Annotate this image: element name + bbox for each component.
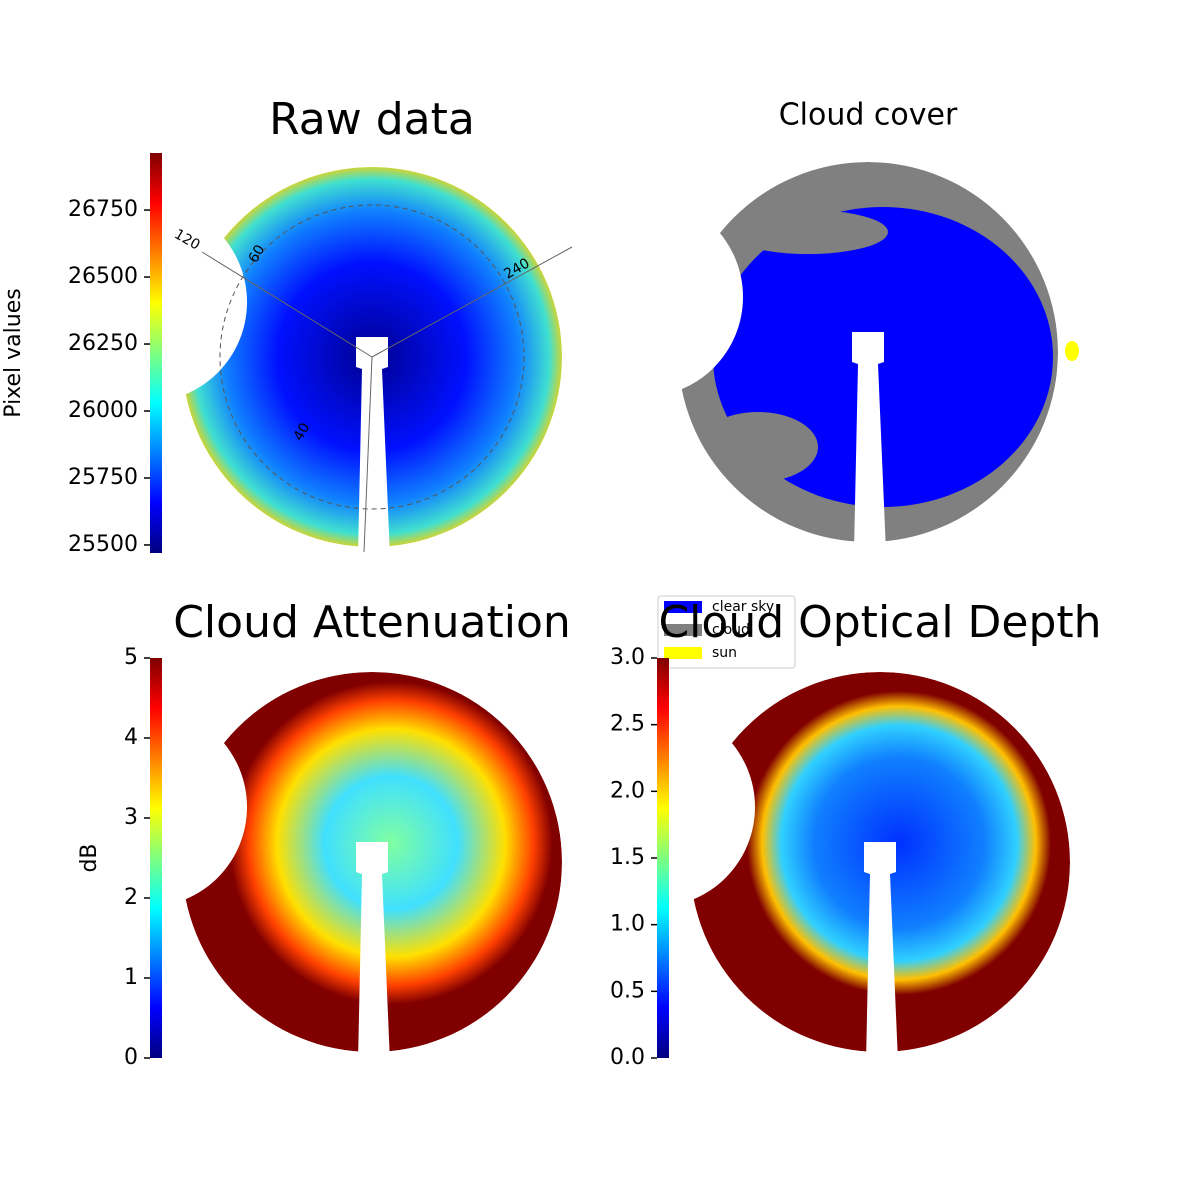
sun [1065, 341, 1079, 361]
colorbar-tick-label: 26250 [68, 331, 138, 356]
mast [852, 332, 886, 552]
polar-ring [219, 204, 525, 510]
polar-spoke [201, 251, 373, 358]
colorbar-tick-label: 25750 [68, 465, 138, 490]
colorbar-tick-label: 25500 [68, 532, 138, 557]
cloud-patch [698, 412, 818, 482]
legend-label: sun [712, 645, 737, 661]
polar-spoke [363, 356, 373, 553]
cloud-patch [728, 210, 888, 254]
colorbar-tick-label: 1.0 [610, 912, 645, 937]
polar-label: 60 [246, 242, 269, 265]
mast [864, 842, 898, 1062]
colorbar-label: dB [77, 843, 102, 872]
panel-title: Cloud Optical Depth [658, 597, 1101, 648]
panel-title: Raw data [269, 94, 475, 145]
colorbar-tick-label: 26500 [68, 264, 138, 289]
colorbar-label: Pixel values [1, 288, 26, 417]
colorbar [150, 658, 162, 1058]
legend-swatch [664, 647, 702, 659]
colorbar-tick-label: 5 [124, 645, 138, 670]
colorbar [150, 153, 162, 553]
mast [356, 842, 390, 1062]
colorbar-tick-label: 2.5 [610, 712, 645, 737]
colorbar-tick-label: 0.5 [610, 978, 645, 1003]
mast [356, 337, 390, 557]
colorbar-tick-label: 2 [124, 885, 138, 910]
legend-label: clear sky [712, 599, 774, 615]
colorbar-tick-label: 3.0 [610, 645, 645, 670]
colorbar-tick-label: 4 [124, 725, 138, 750]
legend-label: cloud [712, 622, 750, 638]
colorbar [657, 658, 669, 1058]
polar-spoke [371, 246, 573, 358]
colorbar-tick-label: 26750 [68, 197, 138, 222]
panel-title: Cloud cover [779, 98, 958, 133]
colorbar-tick-label: 1 [124, 965, 138, 990]
colorbar-tick-label: 2.0 [610, 778, 645, 803]
legend-swatch [664, 601, 702, 613]
colorbar-tick-label: 1.5 [610, 845, 645, 870]
colorbar-tick-label: 0 [124, 1045, 138, 1070]
legend-swatch [664, 624, 702, 636]
colorbar-tick-label: 3 [124, 805, 138, 830]
polar-label: 120 [171, 226, 202, 253]
colorbar-tick-label: 0.0 [610, 1045, 645, 1070]
polar-label: 40 [291, 420, 314, 443]
panel-title: Cloud Attenuation [173, 597, 571, 648]
colorbar-tick-label: 26000 [68, 398, 138, 423]
